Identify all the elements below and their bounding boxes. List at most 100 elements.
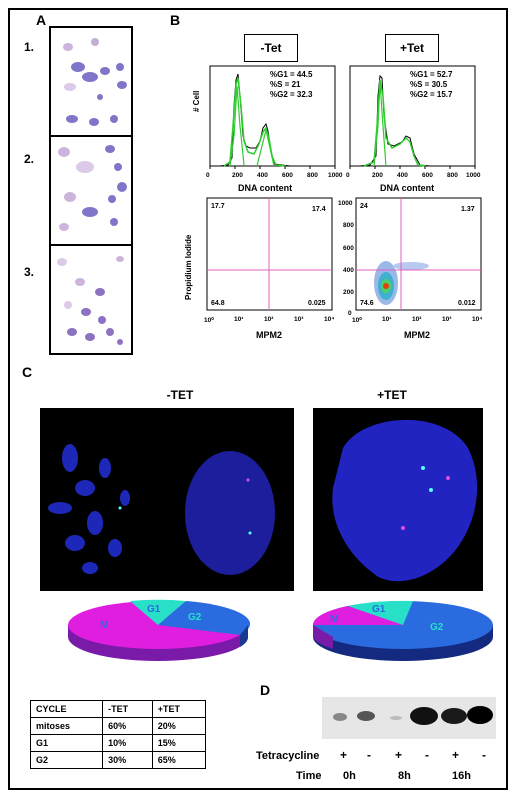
fish-image-plus-tet [313, 408, 483, 591]
figure-frame [8, 8, 508, 790]
tet-sign-4: - [425, 748, 429, 762]
panel-a-label: A [36, 12, 47, 28]
panel-b-label: B [170, 12, 181, 28]
panel-a-micrographs [49, 26, 133, 355]
hist-minus-tick-800: 800 [307, 172, 318, 179]
time-8h: 8h [398, 770, 411, 782]
plus-g1-stat: %G1 = 52.7 [410, 70, 453, 79]
minus-s-stat: %S = 21 [270, 80, 301, 89]
scatter-minus-xtick-4: 10⁴ [324, 316, 335, 323]
scatter-ytick-0: 0 [348, 310, 352, 317]
hist-plus-tick-400: 400 [397, 172, 408, 179]
pie-plus-slice-m [313, 606, 403, 625]
micrograph-3 [57, 256, 124, 345]
pie-plus-slice-g1 [348, 600, 413, 625]
scatter-minus-xtick-0: 10⁰ [204, 317, 214, 324]
table-cell: G2 [29, 751, 104, 769]
scatter-ytick-1000: 1000 [338, 200, 353, 207]
minus-g1-stat: %G1 = 44.5 [270, 70, 313, 79]
hist-minus-tick-0: 0 [206, 172, 210, 179]
time-16h: 16h [452, 770, 471, 782]
plus-quadrant-lr: 0.012 [458, 300, 476, 307]
table-cell: 30% [102, 751, 153, 769]
hist-minus-xlabel: DNA content [238, 183, 293, 193]
scatter-minus-xtick-2: 10² [264, 316, 274, 323]
plus-quadrant-ll: 74.6 [360, 300, 374, 307]
time-0h: 0h [343, 770, 356, 782]
hist-plus-tick-1000: 1000 [466, 172, 481, 179]
cycle-table-header-cell: +TET [151, 700, 207, 718]
table-cell: 10% [102, 734, 153, 752]
cycle-table-header-cell: CYCLE [29, 700, 104, 718]
pie-chart-plus-tet [313, 600, 493, 661]
histogram-minus-tet [209, 65, 336, 169]
scatter-plus-tet [355, 197, 482, 311]
pie-plus-label-m: M [330, 614, 339, 625]
table-cell: 60% [102, 717, 153, 735]
hist-minus-tick-600: 600 [282, 172, 293, 179]
pie-minus-label-g1: G1 [147, 604, 161, 615]
scatter-plus-cloud [374, 261, 429, 305]
time-label: Time [296, 770, 322, 782]
hist-minus-tick-1000: 1000 [328, 172, 343, 179]
scatter-ytick-600: 600 [343, 245, 354, 252]
tet-sign-6: - [482, 748, 486, 762]
scatter-minus-tet [206, 197, 333, 311]
scatter-minus-xtick-3: 10³ [294, 316, 304, 323]
tetracycline-label: Tetracycline [256, 750, 320, 762]
histogram-ticks [209, 166, 336, 169]
histogram-ylabel: # Cell [192, 90, 201, 112]
scatter-ytick-400: 400 [343, 267, 354, 274]
micrograph-2 [58, 145, 127, 231]
hist-plus-tick-800: 800 [447, 172, 458, 179]
tet-sign-3: + [395, 748, 403, 762]
hist-plus-tick-200: 200 [372, 172, 383, 179]
northern-blot [322, 697, 496, 739]
table-row: G1 10% 15% [29, 734, 207, 752]
panel-c-plus-header: +TET [377, 388, 407, 402]
panel-d-label: D [260, 682, 271, 698]
plus-tet-header: +Tet [385, 34, 439, 62]
pie-plus-label-g2: G2 [430, 622, 444, 633]
cycle-table-header-cell: -TET [102, 700, 153, 718]
panel-a-row3-label: 3. [24, 265, 35, 279]
minus-quadrant-ul: 17.7 [211, 203, 225, 210]
panel-a-row2-label: 2. [24, 152, 35, 166]
plus-g2-stat: %G2 = 15.7 [410, 90, 453, 99]
hist-plus-xlabel: DNA content [380, 183, 435, 193]
hist-minus-tick-200: 200 [232, 172, 243, 179]
scatter-ytick-200: 200 [343, 289, 354, 296]
tet-sign-2: - [367, 748, 371, 762]
scatter-minus-xtick-1: 10¹ [234, 316, 244, 323]
minus-quadrant-ll: 64.8 [211, 300, 225, 307]
table-cell: 65% [151, 751, 207, 769]
micrograph-1 [63, 38, 127, 126]
pie-minus-label-m: M [100, 620, 109, 631]
scatter-plus-xtick-2: 10² [412, 316, 422, 323]
pie-minus-slice-g2 [158, 601, 251, 635]
scatter-minus-xlabel: MPM2 [256, 330, 283, 340]
fish-image-minus-tet [40, 408, 294, 591]
hist-plus-tick-600: 600 [422, 172, 433, 179]
pie-minus-slice-g1 [130, 599, 186, 625]
scatter-ytick-800: 800 [343, 222, 354, 229]
table-cell: G1 [29, 734, 104, 752]
pie-minus-label-g2: G2 [188, 612, 202, 623]
scatter-plus-xtick-0: 10⁰ [352, 317, 362, 324]
scatter-plus-xlabel: MPM2 [404, 330, 431, 340]
histogram-plus-tet [349, 65, 476, 169]
scatter-plus-xtick-3: 10³ [442, 316, 452, 323]
hist-minus-tick-400: 400 [257, 172, 268, 179]
pie-chart-minus-tet [68, 599, 251, 661]
table-row: mitoses 60% 20% [29, 717, 207, 735]
plus-s-stat: %S = 30.5 [410, 80, 448, 89]
table-cell: 20% [151, 717, 207, 735]
table-cell: 15% [151, 734, 207, 752]
cycle-table-header-row: CYCLE -TET +TET [29, 700, 207, 718]
scatter-ylabel: Propidium Iodide [184, 234, 193, 300]
minus-g2-stat: %G2 = 32.3 [270, 90, 313, 99]
plus-quadrant-ur: 1.37 [461, 206, 475, 213]
tet-sign-1: + [340, 748, 348, 762]
panel-c-minus-header: -TET [166, 388, 194, 402]
minus-quadrant-lr: 0.025 [308, 300, 326, 307]
